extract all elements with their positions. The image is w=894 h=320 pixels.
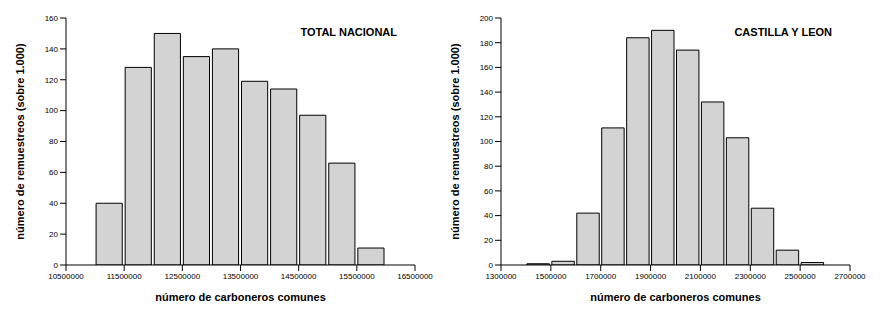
svg-text:2100000: 2100000 <box>685 272 717 281</box>
svg-text:180: 180 <box>480 39 494 48</box>
svg-text:número de carboneros comunes: número de carboneros comunes <box>155 291 326 303</box>
svg-text:13500000: 13500000 <box>223 272 259 281</box>
svg-text:60: 60 <box>49 168 58 177</box>
svg-text:10500000: 10500000 <box>48 272 84 281</box>
svg-text:20: 20 <box>49 230 58 239</box>
svg-text:100: 100 <box>480 137 494 146</box>
svg-text:12500000: 12500000 <box>165 272 201 281</box>
svg-text:15500000: 15500000 <box>339 272 375 281</box>
svg-text:número de remuestreos (sobre 1: número de remuestreos (sobre 1.000) <box>14 43 26 240</box>
svg-text:número de remuestreos (sobre 1: número de remuestreos (sobre 1.000) <box>449 43 461 240</box>
svg-text:1300000: 1300000 <box>485 272 517 281</box>
svg-text:20: 20 <box>484 236 493 245</box>
svg-text:2700000: 2700000 <box>834 272 866 281</box>
svg-text:1900000: 1900000 <box>635 272 667 281</box>
svg-text:2300000: 2300000 <box>735 272 767 281</box>
svg-text:0: 0 <box>489 261 494 270</box>
svg-text:16500000: 16500000 <box>397 272 433 281</box>
svg-text:0: 0 <box>54 261 59 270</box>
svg-text:40: 40 <box>484 211 493 220</box>
svg-text:100: 100 <box>45 106 59 115</box>
svg-text:140: 140 <box>45 45 59 54</box>
svg-text:120: 120 <box>45 76 59 85</box>
svg-text:140: 140 <box>480 88 494 97</box>
svg-text:120: 120 <box>480 113 494 122</box>
html-text:CASTILLA Y LEON: CASTILLA Y LEON <box>734 26 832 38</box>
svg-text:80: 80 <box>49 137 58 146</box>
svg-text:200: 200 <box>480 14 494 23</box>
svg-text:160: 160 <box>45 14 59 23</box>
svg-text:1500000: 1500000 <box>535 272 567 281</box>
svg-text:160: 160 <box>480 63 494 72</box>
svg-text:1700000: 1700000 <box>585 272 617 281</box>
svg-text:11500000: 11500000 <box>107 272 143 281</box>
html-text:TOTAL NACIONAL: TOTAL NACIONAL <box>300 26 397 38</box>
svg-text:2500000: 2500000 <box>785 272 817 281</box>
svg-text:80: 80 <box>484 162 493 171</box>
svg-text:60: 60 <box>484 187 493 196</box>
svg-text:40: 40 <box>49 199 58 208</box>
svg-text:14500000: 14500000 <box>281 272 317 281</box>
svg-text:número de carboneros comunes: número de carboneros comunes <box>590 291 761 303</box>
